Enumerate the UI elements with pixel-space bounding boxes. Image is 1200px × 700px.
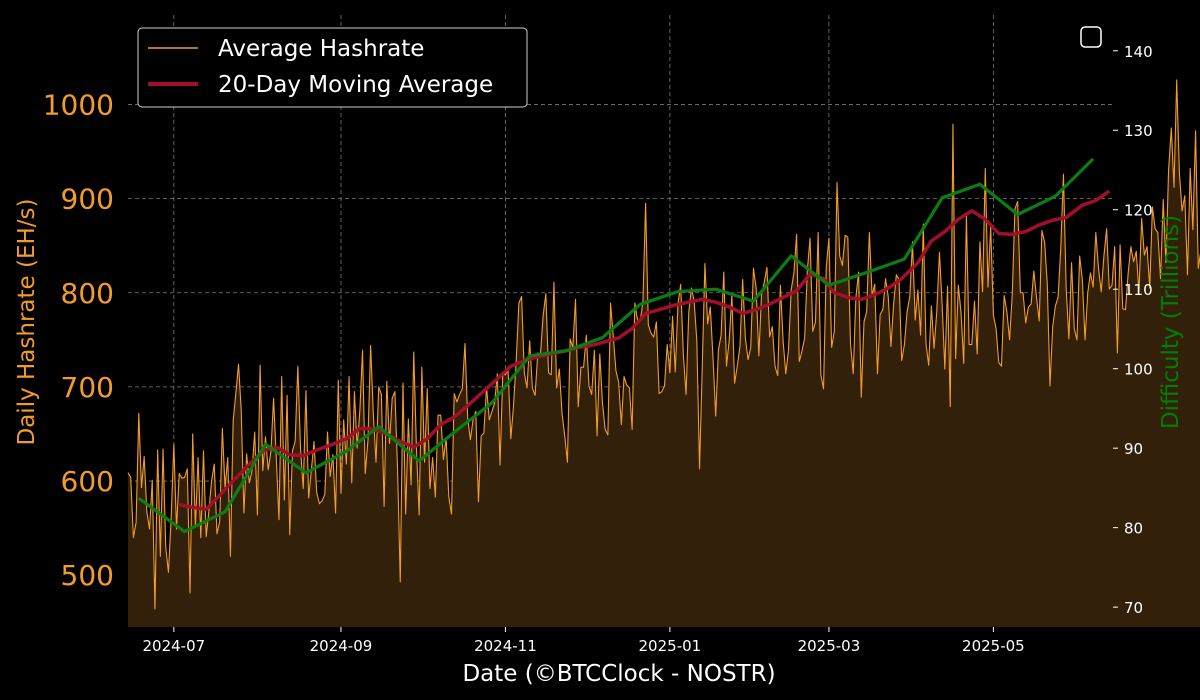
y-tick-label-left: 1000 xyxy=(43,88,114,121)
hashrate-line xyxy=(127,79,1200,610)
y-tick-label-left: 600 xyxy=(61,465,114,498)
y-tick-label-right: 100 xyxy=(1124,361,1153,379)
x-tick-label: 2025-05 xyxy=(962,637,1025,655)
y-tick-label-left: 800 xyxy=(61,277,114,310)
y-tick-label-left: 500 xyxy=(61,559,114,592)
legend-moving-average-label: 20-Day Moving Average xyxy=(218,72,493,98)
y-axis-left-label: Daily Hashrate (EH/s) xyxy=(14,199,40,446)
axes: 2024-07 2024-09 2024-11 2025-01 2025-03 2025-… xyxy=(43,43,1153,655)
y-tick-label-right: 130 xyxy=(1124,122,1153,140)
y-tick-label-left: 700 xyxy=(61,371,114,404)
y-tick-label-right: 140 xyxy=(1124,43,1153,61)
legend-box xyxy=(137,27,528,108)
x-tick-label: 2024-11 xyxy=(474,637,537,655)
hashrate-area xyxy=(128,79,1200,627)
hashrate-area-fill xyxy=(128,79,1200,627)
y-tick-label-right: 110 xyxy=(1124,281,1153,299)
x-tick-label: 2025-01 xyxy=(639,637,702,655)
x-tick-label: 2024-07 xyxy=(142,637,205,655)
y-axis-right-label: Difficulty (Trillions) xyxy=(1158,215,1184,429)
legend: Average Hashrate 20-Day Moving Average xyxy=(137,27,528,108)
y-tick-label-right: 80 xyxy=(1124,520,1143,538)
moving-average-line xyxy=(178,189,1111,512)
difficulty-line xyxy=(137,157,1095,534)
checkbox[interactable] xyxy=(1080,26,1102,48)
x-tick-label: 2025-03 xyxy=(798,637,861,655)
legend-hashrate-label: Average Hashrate xyxy=(218,36,424,62)
y-tick-label-right: 70 xyxy=(1124,599,1143,617)
x-axis-label: Date (©BTCClock - NOSTR) xyxy=(462,661,775,687)
y-tick-label-left: 900 xyxy=(61,183,114,216)
x-tick-label: 2024-09 xyxy=(310,637,373,655)
series-lines xyxy=(127,79,1200,610)
y-tick-label-right: 90 xyxy=(1124,440,1143,458)
y-tick-label-right: 120 xyxy=(1124,202,1153,220)
